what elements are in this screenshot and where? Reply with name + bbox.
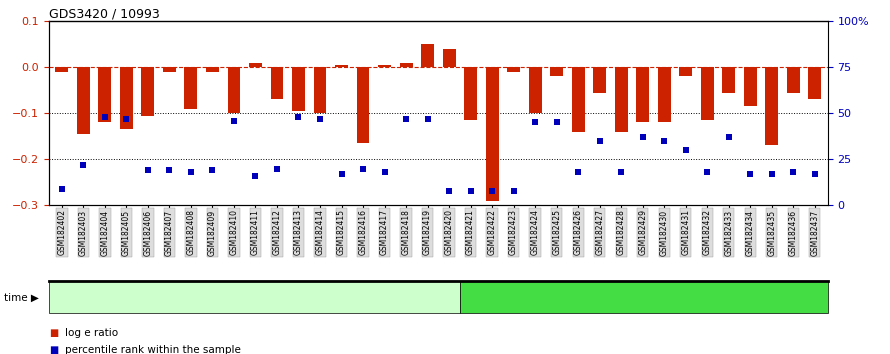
Text: 24 h: 24 h xyxy=(630,291,658,304)
Text: GDS3420 / 10993: GDS3420 / 10993 xyxy=(49,7,159,20)
Point xyxy=(270,166,284,171)
Bar xyxy=(55,67,69,72)
Bar xyxy=(292,67,305,111)
Point xyxy=(786,169,800,175)
Point xyxy=(485,188,499,193)
Point xyxy=(356,166,370,171)
Point xyxy=(442,188,457,193)
Bar xyxy=(421,44,434,67)
Text: 4 h: 4 h xyxy=(245,291,264,304)
Point xyxy=(77,162,91,168)
Point xyxy=(227,118,241,124)
Point xyxy=(678,147,692,153)
Bar xyxy=(679,67,692,76)
Bar xyxy=(142,67,154,115)
Bar xyxy=(378,65,391,67)
Bar xyxy=(184,67,198,109)
Point xyxy=(162,167,176,173)
Bar xyxy=(594,67,606,92)
Point xyxy=(743,171,757,177)
Point xyxy=(55,186,69,192)
Point xyxy=(765,171,779,177)
Point xyxy=(141,167,155,173)
Bar xyxy=(206,67,219,72)
Point xyxy=(184,169,198,175)
Bar xyxy=(400,63,412,67)
Text: percentile rank within the sample: percentile rank within the sample xyxy=(65,346,241,354)
Bar xyxy=(550,67,563,76)
Bar xyxy=(228,67,240,113)
Bar xyxy=(765,67,778,145)
Bar xyxy=(808,67,821,99)
Bar xyxy=(636,67,649,122)
Point xyxy=(464,188,478,193)
Point xyxy=(98,114,112,120)
Bar xyxy=(744,67,756,106)
Point xyxy=(700,169,715,175)
Point xyxy=(377,169,392,175)
Bar xyxy=(658,67,671,122)
Bar xyxy=(529,67,542,113)
Point xyxy=(335,171,349,177)
Point xyxy=(593,138,607,144)
Text: time ▶: time ▶ xyxy=(4,292,38,302)
Bar xyxy=(723,67,735,92)
Point xyxy=(506,188,521,193)
Bar xyxy=(163,67,176,72)
Point xyxy=(614,169,628,175)
Point xyxy=(571,169,586,175)
Bar xyxy=(335,65,348,67)
Point xyxy=(248,173,263,179)
Bar xyxy=(465,67,477,120)
Bar xyxy=(249,63,262,67)
Point xyxy=(119,116,134,122)
Bar xyxy=(571,67,585,132)
Bar xyxy=(120,67,133,130)
Bar xyxy=(507,67,520,72)
Bar xyxy=(357,67,369,143)
Bar xyxy=(787,67,800,92)
Bar xyxy=(442,49,456,67)
Point xyxy=(420,116,434,122)
Point xyxy=(313,116,328,122)
Text: ■: ■ xyxy=(49,346,58,354)
Bar xyxy=(271,67,283,99)
Point xyxy=(807,171,821,177)
Point xyxy=(528,120,542,125)
Point xyxy=(399,116,413,122)
Point xyxy=(549,120,563,125)
Point xyxy=(635,135,650,140)
Text: log e ratio: log e ratio xyxy=(65,328,118,338)
Bar xyxy=(615,67,627,132)
Point xyxy=(291,114,305,120)
Bar xyxy=(77,67,90,134)
Text: ■: ■ xyxy=(49,328,58,338)
Point xyxy=(722,135,736,140)
Bar xyxy=(99,67,111,122)
Bar xyxy=(700,67,714,120)
Bar xyxy=(486,67,498,201)
Bar xyxy=(313,67,327,113)
Point xyxy=(206,167,220,173)
Point xyxy=(657,138,671,144)
